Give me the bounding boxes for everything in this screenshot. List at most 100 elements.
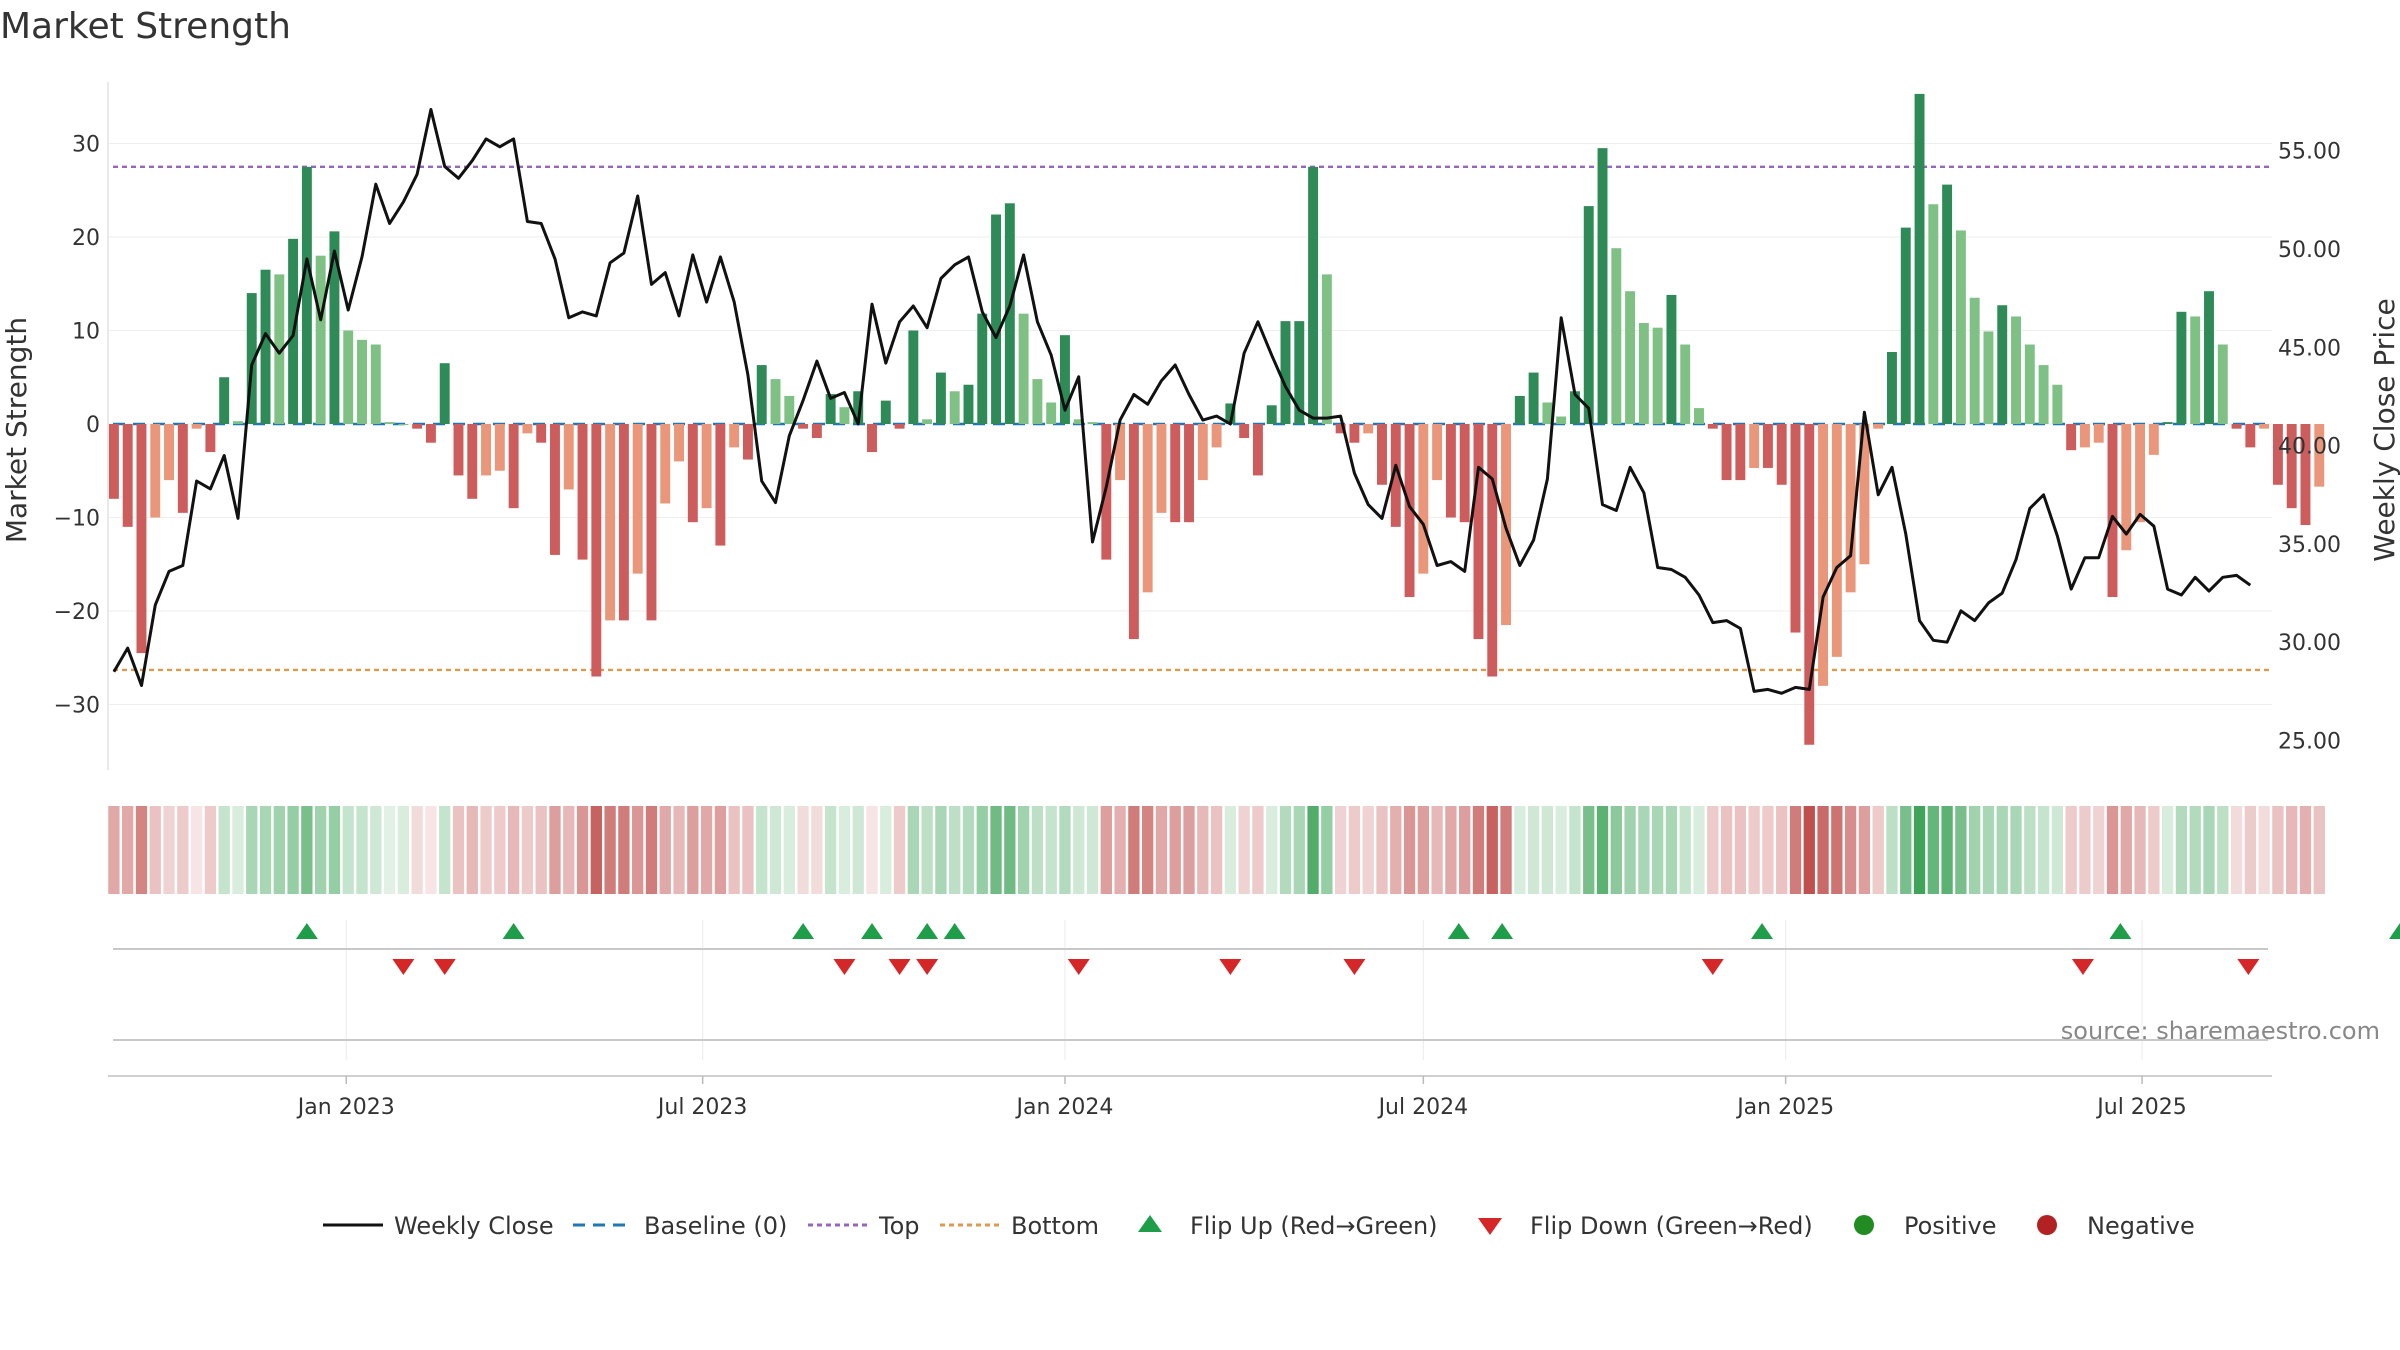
- strip-cell: [880, 806, 892, 894]
- strength-bar: [2121, 424, 2132, 551]
- strip-cell: [2106, 806, 2119, 894]
- strip-cell: [2161, 806, 2174, 894]
- strength-bar: [2314, 424, 2325, 487]
- strip-cell: [907, 806, 919, 894]
- strength-bar: [1004, 203, 1015, 424]
- strength-bar: [577, 424, 588, 560]
- strip-cell: [1197, 806, 1209, 894]
- strip-cell: [301, 806, 313, 894]
- strip-cell: [135, 806, 148, 894]
- strip-cell: [2134, 806, 2146, 894]
- y-tick-label: 0: [86, 413, 100, 438]
- flip-down-marker: [1701, 959, 1724, 975]
- flip-up-marker: [1447, 923, 1470, 939]
- strength-bar: [467, 424, 478, 499]
- x-tick-label: Jul 2024: [1377, 1095, 1469, 1120]
- strip-cell: [2037, 806, 2050, 894]
- strength-bar: [136, 424, 147, 654]
- strip-cell: [1872, 806, 1884, 894]
- strength-bar: [1721, 424, 1732, 481]
- strength-bar: [522, 424, 533, 434]
- strip-cell: [783, 806, 795, 894]
- strip-cell: [122, 806, 134, 894]
- legend-label: Flip Up (Red→Green): [1190, 1212, 1438, 1240]
- strip-cell: [1665, 806, 1678, 894]
- x-tick-label: Jan 2025: [1735, 1095, 1834, 1120]
- strip-cell: [2244, 806, 2256, 894]
- strip-cell: [1045, 806, 1057, 894]
- strip-cell: [1996, 806, 2008, 894]
- strip-cell: [1982, 806, 1995, 894]
- strip-cell: [893, 806, 906, 894]
- strip-cell: [549, 806, 561, 894]
- y-axis-title: Market Strength: [0, 317, 33, 543]
- strength-bar: [1239, 424, 1250, 439]
- strength-bar: [2204, 291, 2214, 424]
- flip-down-marker: [392, 959, 415, 975]
- strength-bar: [2148, 424, 2159, 455]
- strip-cell: [756, 806, 768, 894]
- strip-cell: [177, 806, 189, 894]
- strength-bar: [1942, 184, 1953, 424]
- strength-bar: [1955, 230, 1966, 424]
- strip-cell: [1417, 806, 1429, 894]
- strip-cell: [287, 806, 299, 894]
- strip-cell: [494, 806, 506, 894]
- strength-bar: [2052, 384, 2063, 424]
- strength-bar: [1018, 313, 1029, 424]
- strip-cell: [232, 806, 244, 894]
- strip-cell: [1321, 806, 1333, 894]
- strip-cell: [1431, 806, 1443, 894]
- strip-cell: [1624, 806, 1636, 894]
- strength-bar: [1569, 391, 1580, 424]
- legend-label: Weekly Close: [394, 1212, 554, 1240]
- strip-cell: [2010, 806, 2022, 894]
- strip-cell: [1059, 806, 1071, 894]
- strip-cell: [2079, 806, 2091, 894]
- strength-bar: [1969, 297, 1980, 424]
- strength-bar: [1873, 424, 1884, 429]
- strip-cell: [521, 806, 534, 894]
- strength-bar: [963, 384, 974, 424]
- strip-cell: [1128, 806, 1140, 894]
- strength-bar: [425, 424, 436, 443]
- strength-bar: [1211, 424, 1222, 448]
- strength-bar: [853, 391, 864, 424]
- strip-cell: [452, 806, 465, 894]
- strip-cell: [439, 806, 451, 894]
- strength-bar: [246, 293, 257, 424]
- strength-bar: [494, 424, 505, 471]
- strip-cell: [1969, 806, 1981, 894]
- strip-cell: [700, 806, 713, 894]
- flip-down-marker: [833, 959, 856, 975]
- strength-bar: [2286, 424, 2297, 509]
- strength-bar: [1280, 321, 1291, 424]
- strip-cell: [673, 806, 685, 894]
- strip-cell: [1390, 806, 1402, 894]
- strip-cell: [163, 806, 175, 894]
- strip-cell: [1941, 806, 1953, 894]
- strip-cell: [1900, 806, 1912, 894]
- strip-cell: [218, 806, 230, 894]
- strength-bar: [756, 365, 767, 424]
- strength-bar: [894, 424, 905, 429]
- strength-bar: [618, 424, 629, 621]
- strength-bar: [715, 424, 726, 546]
- strength-bar: [1845, 424, 1856, 593]
- strength-bar: [329, 231, 340, 424]
- strip-cell: [1638, 806, 1650, 894]
- strip-cell: [2148, 806, 2160, 894]
- strength-bar: [2038, 365, 2049, 424]
- strength-bar: [977, 313, 988, 424]
- strip-cell: [383, 806, 396, 894]
- strip-cell: [2258, 806, 2270, 894]
- strength-bar: [150, 424, 161, 518]
- strength-bar: [315, 255, 326, 424]
- strength-bar: [839, 407, 850, 424]
- strength-bar: [274, 274, 285, 424]
- strength-bar: [1321, 274, 1332, 424]
- strength-bar: [935, 372, 946, 424]
- strip-cell: [342, 806, 354, 894]
- strip-cell: [1100, 806, 1112, 894]
